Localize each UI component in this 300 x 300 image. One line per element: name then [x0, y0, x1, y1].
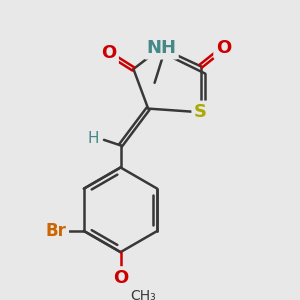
- Text: NH: NH: [146, 39, 176, 57]
- Text: Br: Br: [46, 222, 67, 240]
- Text: S: S: [194, 103, 207, 121]
- Text: O: O: [216, 39, 231, 57]
- Text: CH₃: CH₃: [131, 289, 156, 300]
- Text: O: O: [113, 269, 128, 287]
- Text: O: O: [101, 44, 116, 62]
- Text: H: H: [87, 130, 99, 146]
